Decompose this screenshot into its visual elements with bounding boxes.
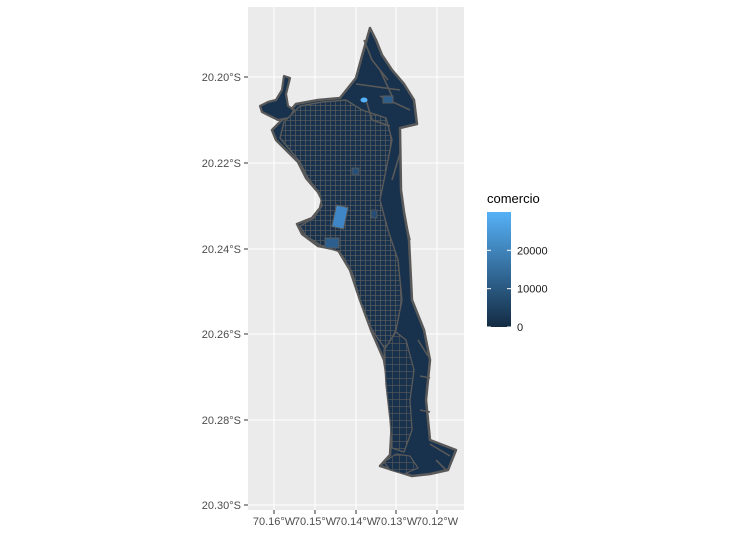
y-tick-label: 20.28°S: [202, 415, 241, 427]
commerce-block-mid: [324, 237, 340, 249]
legend-label: 20000: [517, 245, 548, 257]
south-tip-blocks: [383, 453, 419, 475]
commerce-block-north: [382, 95, 394, 104]
legend-label: 0: [517, 322, 523, 334]
y-tick-label: 20.24°S: [202, 244, 241, 256]
legend-label: 10000: [517, 284, 548, 296]
north-parcels: [355, 39, 451, 471]
y-tick-label: 20.30°S: [202, 500, 241, 512]
commerce-block-point: [360, 97, 368, 103]
legend-colorbar: [487, 212, 511, 327]
dense-blocks-south: [383, 331, 415, 453]
legend: comercio 20000 10000 0: [487, 191, 548, 334]
y-tick-label: 20.22°S: [202, 158, 241, 170]
y-tick-label: 20.20°S: [202, 72, 241, 84]
x-tick-label: 70.14°W: [335, 516, 378, 528]
x-tick-label: 70.16°W: [253, 516, 296, 528]
y-tick-label: 20.26°S: [202, 329, 241, 341]
city-polygons: [258, 26, 458, 478]
legend-title: comercio: [487, 191, 540, 206]
x-axis: [273, 510, 438, 514]
commerce-block-small: [351, 167, 360, 176]
commerce-block-small-2: [370, 209, 378, 219]
commerce-block-high: [331, 204, 349, 230]
x-tick-label: 70.13°W: [375, 516, 418, 528]
legend-ticks: [487, 249, 511, 328]
island-polygon: [258, 74, 296, 122]
x-tick-label: 70.12°W: [416, 516, 459, 528]
y-axis: [244, 76, 248, 506]
x-tick-label: 70.15°W: [294, 516, 337, 528]
